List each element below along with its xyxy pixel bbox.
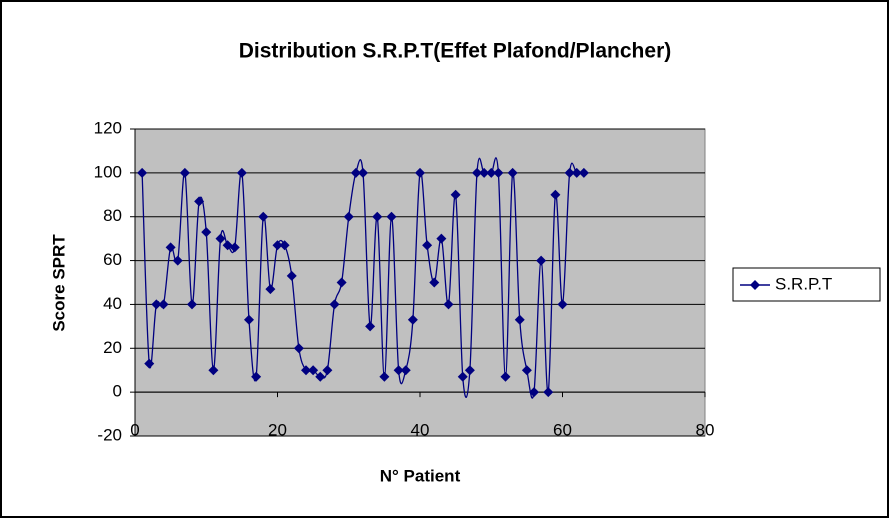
point bbox=[258, 211, 269, 222]
point bbox=[578, 167, 589, 178]
point bbox=[336, 277, 347, 288]
point bbox=[215, 233, 226, 244]
point bbox=[165, 242, 176, 253]
point bbox=[158, 299, 169, 310]
point bbox=[365, 321, 376, 332]
point bbox=[265, 284, 276, 295]
point bbox=[350, 167, 361, 178]
point bbox=[301, 365, 311, 376]
point bbox=[187, 299, 197, 310]
point bbox=[514, 314, 525, 325]
point bbox=[322, 365, 333, 376]
chart-title: Distribution S.R.P.T(Effet Plafond/Planc… bbox=[239, 40, 671, 63]
point bbox=[343, 211, 354, 222]
point bbox=[201, 227, 212, 238]
point bbox=[194, 196, 205, 207]
point bbox=[415, 167, 425, 178]
point bbox=[172, 255, 183, 266]
point bbox=[358, 167, 368, 178]
point bbox=[507, 167, 518, 178]
plot-area bbox=[134, 128, 706, 437]
point bbox=[479, 167, 490, 178]
point bbox=[557, 299, 568, 310]
point bbox=[450, 189, 461, 200]
point bbox=[179, 167, 190, 178]
point bbox=[564, 167, 575, 178]
point bbox=[407, 314, 418, 325]
point bbox=[208, 365, 219, 376]
point bbox=[443, 299, 454, 310]
legend-label: S.R.P.T bbox=[775, 274, 832, 293]
point bbox=[486, 167, 497, 178]
y-tick-label: 0 bbox=[113, 382, 122, 401]
point bbox=[529, 387, 539, 398]
legend-marker bbox=[750, 280, 760, 290]
point bbox=[279, 240, 290, 251]
point bbox=[144, 358, 155, 369]
y-tick-label: 100 bbox=[94, 162, 122, 181]
point bbox=[422, 240, 433, 251]
y-tick-label: 20 bbox=[103, 338, 122, 357]
legend-box bbox=[732, 267, 881, 302]
y-axis-label: Score SPRT bbox=[49, 234, 68, 332]
point bbox=[236, 167, 247, 178]
y-tick-label: 120 bbox=[94, 118, 122, 137]
point bbox=[543, 387, 554, 398]
point bbox=[464, 365, 475, 376]
point bbox=[472, 167, 482, 178]
point bbox=[436, 233, 447, 244]
point bbox=[137, 167, 148, 178]
point bbox=[571, 167, 582, 178]
point bbox=[400, 365, 411, 376]
point bbox=[308, 365, 319, 376]
x-tick-label: 0 bbox=[130, 420, 139, 439]
point bbox=[329, 299, 340, 310]
x-tick-label: 60 bbox=[553, 420, 572, 439]
point bbox=[493, 167, 504, 178]
point bbox=[372, 211, 383, 222]
point bbox=[393, 365, 404, 376]
y-tick-label: -20 bbox=[97, 425, 122, 444]
point bbox=[379, 371, 390, 382]
point bbox=[315, 371, 326, 382]
point bbox=[429, 277, 440, 288]
point bbox=[500, 371, 511, 382]
x-axis-label: N° Patient bbox=[380, 466, 461, 485]
point bbox=[536, 255, 547, 266]
point bbox=[272, 240, 283, 251]
point bbox=[386, 211, 397, 222]
point bbox=[286, 270, 297, 281]
x-tick-label: 40 bbox=[411, 420, 430, 439]
point bbox=[293, 343, 304, 354]
point bbox=[457, 371, 468, 382]
point bbox=[251, 371, 262, 382]
point bbox=[229, 242, 240, 253]
point bbox=[151, 299, 162, 310]
x-tick-label: 80 bbox=[696, 420, 715, 439]
y-tick-label: 60 bbox=[103, 250, 122, 269]
y-tick-label: 40 bbox=[103, 294, 122, 313]
x-tick-label: 20 bbox=[268, 420, 287, 439]
point bbox=[521, 365, 532, 376]
point bbox=[244, 314, 254, 325]
point bbox=[550, 189, 561, 200]
y-tick-label: 80 bbox=[103, 206, 122, 225]
